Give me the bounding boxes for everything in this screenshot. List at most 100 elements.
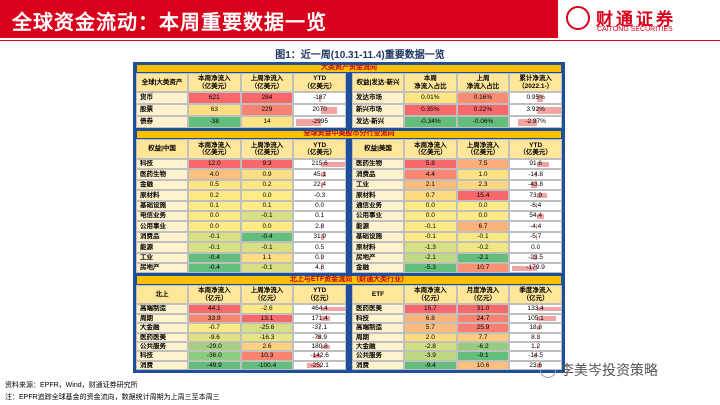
bar-cell: 31.9 (293, 231, 346, 243)
heat-cell: 15.7 (404, 304, 457, 314)
heat-cell: -2.1 (456, 252, 510, 263)
row-label: 能源 (136, 242, 188, 253)
cell-value: -23.5 (528, 254, 544, 262)
row-label: 新兴市场 (352, 104, 404, 116)
row-label: 原材料 (352, 242, 404, 253)
heat-cell: 10.7 (456, 263, 510, 274)
data-bar (536, 106, 561, 114)
column-header: YTD （亿美元） (509, 139, 562, 159)
column-header: 权益|中国 (136, 139, 188, 159)
bar-cell: -179.9 (509, 263, 562, 274)
data-bar (318, 325, 321, 331)
row-label: 医药医美 (352, 304, 404, 314)
heat-cell: 0.0 (404, 200, 457, 211)
row-label: 周期 (352, 332, 404, 342)
column-header: 北上 (136, 285, 188, 305)
cell-value: 0.5 (315, 243, 325, 251)
row-label: 能源 (352, 221, 404, 232)
cell-value: -43.8 (528, 181, 544, 189)
heat-cell: 0.5 (188, 179, 241, 191)
heat-cell: 6.7 (456, 221, 510, 232)
bar-cell: 18.8 (509, 323, 562, 333)
heat-cell: -0.1 (240, 242, 294, 253)
row-label: 科技 (136, 351, 188, 361)
data-bar (296, 118, 321, 126)
heat-cell: 0.0 (456, 200, 510, 211)
bar-cell: 464.4 (293, 304, 346, 314)
cell-value: -0.3 (314, 191, 326, 199)
heat-cell: -16.3 (240, 332, 294, 342)
bar-cell: 8.3 (509, 332, 562, 342)
heat-cell: 0.0 (188, 211, 241, 222)
bar-cell: 133.4 (509, 304, 562, 314)
heat-cell: 284 (240, 92, 294, 104)
heat-cell: 0.0 (456, 211, 510, 222)
bar-cell: -187 (293, 92, 346, 104)
heat-cell: -0.2 (456, 242, 510, 253)
row-label: 消费 (136, 360, 188, 371)
watermark: 李美岑投资策略 (560, 362, 658, 378)
heat-cell: 44.1 (188, 304, 241, 314)
row-label: 消费 (352, 360, 404, 371)
row-label: 金融 (352, 263, 404, 274)
cell-value: -4.4 (530, 222, 542, 230)
row-label: 房地产 (136, 263, 188, 274)
bar-cell: 0.0 (293, 200, 346, 211)
cell-value: 18.8 (529, 324, 542, 332)
row-label: 发达-新兴 (352, 116, 404, 128)
cell-value: 133.4 (527, 305, 544, 313)
cell-value: 171.4 (311, 314, 328, 322)
cell-value: -2.97% (525, 118, 546, 126)
column-header: 本周净流入 （亿美元） (188, 73, 241, 92)
heat-cell: -0.4 (188, 263, 241, 274)
logo-text: 财通证券 (596, 10, 676, 29)
data-bar (320, 182, 324, 188)
bar-cell: -252.1 (293, 360, 346, 371)
data-bar (536, 223, 537, 230)
row-label: 公用事业 (352, 211, 404, 222)
row-label: 发达市场 (352, 92, 404, 104)
heat-cell: -2.6 (240, 304, 294, 314)
cell-value: 0.95% (526, 94, 545, 102)
cell-value: 215.6 (311, 160, 328, 168)
data-bar (320, 306, 345, 312)
heat-cell: 0.2 (240, 179, 294, 191)
data-bar (320, 316, 330, 321)
heat-cell: 0.1 (240, 200, 294, 211)
bar-cell: 105.1 (509, 313, 562, 324)
row-label: 原材料 (352, 190, 404, 201)
column-header: 上周净流入 （亿元） (240, 285, 294, 305)
data-bar (536, 335, 539, 340)
logo-icon (566, 6, 590, 30)
heat-cell: 0.9 (240, 169, 294, 180)
column-header: YTD （亿美元） (293, 73, 346, 92)
heat-cell: 1.0 (456, 169, 510, 180)
heat-cell: 4.4 (404, 169, 457, 180)
data-bar (534, 353, 537, 359)
cell-value: -252.1 (310, 361, 329, 369)
row-label: 高端制造 (136, 304, 188, 314)
heat-cell: 1.1 (240, 252, 294, 263)
heat-cell: 0.35% (404, 104, 457, 116)
heat-cell: 7.7 (456, 332, 510, 342)
bar-cell: 171.4 (293, 313, 346, 324)
heat-cell: 7.5 (456, 159, 510, 170)
heat-cell: -0.06% (456, 116, 510, 128)
cell-value: 22.4 (313, 181, 326, 189)
heat-cell: 621 (188, 92, 241, 104)
heat-cell: 0.0 (240, 221, 294, 232)
figure-title: 图1：近一周(10.31-11.4)重要数据一览 (275, 50, 445, 61)
heat-cell: -36.0 (188, 351, 241, 361)
cell-value: 180.8 (311, 342, 328, 350)
bar-cell: 23.6 (509, 360, 562, 371)
data-bar (320, 344, 331, 349)
data-bar (320, 171, 326, 178)
column-header: YTD （亿美元） (293, 139, 346, 159)
heat-cell: 2.6 (240, 342, 294, 352)
row-label: 公共服务 (136, 342, 188, 352)
column-header: 全球|大类资产 (136, 73, 188, 92)
cell-value: 0.0 (315, 202, 325, 210)
heat-cell: -38 (188, 116, 241, 128)
cell-value: 91.6 (529, 160, 542, 168)
data-bar (536, 213, 544, 219)
